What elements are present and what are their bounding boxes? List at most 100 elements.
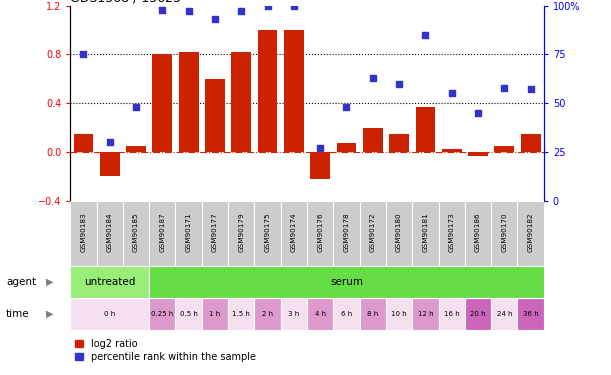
Text: GSM90181: GSM90181 [422, 212, 428, 252]
Text: GSM90176: GSM90176 [317, 212, 323, 252]
Bar [491, 298, 518, 330]
Bar [307, 201, 334, 266]
Point [394, 81, 404, 87]
Text: GSM90171: GSM90171 [186, 212, 192, 252]
Point [499, 84, 509, 90]
Bar [465, 298, 491, 330]
Bar [228, 298, 254, 330]
Bar [70, 201, 97, 266]
Bar [70, 266, 149, 298]
Text: 4 h: 4 h [315, 311, 326, 317]
Bar [280, 201, 307, 266]
Bar [73, 134, 93, 152]
Point [105, 139, 115, 145]
Text: ▶: ▶ [46, 277, 53, 287]
Bar [307, 298, 334, 330]
Bar [258, 30, 277, 152]
Point [315, 145, 325, 151]
Bar [412, 201, 439, 266]
Bar [254, 298, 280, 330]
Bar [205, 79, 225, 152]
Bar [175, 298, 202, 330]
Text: GSM90184: GSM90184 [107, 212, 112, 252]
Text: 20 h: 20 h [470, 311, 486, 317]
Bar [415, 107, 435, 152]
Bar [228, 201, 254, 266]
Text: 0.25 h: 0.25 h [151, 311, 174, 317]
Bar [202, 298, 228, 330]
Bar [254, 201, 280, 266]
Bar [360, 201, 386, 266]
Point [79, 51, 89, 57]
Bar [518, 201, 544, 266]
Text: 8 h: 8 h [367, 311, 378, 317]
Bar [439, 298, 465, 330]
Text: agent: agent [6, 277, 36, 287]
Text: GSM90175: GSM90175 [265, 212, 271, 252]
Text: ▶: ▶ [46, 309, 53, 319]
Text: GSM90187: GSM90187 [159, 212, 166, 252]
Text: GSM90183: GSM90183 [81, 212, 86, 252]
Bar [521, 134, 541, 152]
Text: time: time [6, 309, 30, 319]
Text: 3 h: 3 h [288, 311, 299, 317]
Text: 6 h: 6 h [341, 311, 352, 317]
Point [420, 32, 430, 38]
Text: 1 h: 1 h [210, 311, 221, 317]
Bar [149, 266, 544, 298]
Point [158, 6, 167, 12]
Bar [439, 201, 465, 266]
Point [263, 3, 273, 9]
Bar [97, 201, 123, 266]
Point [342, 104, 351, 110]
Text: 12 h: 12 h [417, 311, 433, 317]
Bar [149, 298, 175, 330]
Text: GSM90170: GSM90170 [502, 212, 507, 252]
Bar [412, 298, 439, 330]
Bar [232, 52, 251, 152]
Bar [70, 298, 149, 330]
Point [289, 3, 299, 9]
Text: GSM90173: GSM90173 [448, 212, 455, 252]
Bar [179, 52, 199, 152]
Bar [442, 149, 461, 152]
Point [525, 87, 535, 93]
Bar [153, 54, 172, 152]
Text: GSM90174: GSM90174 [291, 212, 297, 252]
Bar [363, 128, 382, 152]
Bar [334, 298, 360, 330]
Text: GDS1568 / 15623: GDS1568 / 15623 [70, 0, 181, 4]
Text: GSM90178: GSM90178 [343, 212, 349, 252]
Bar [386, 298, 412, 330]
Text: GSM90186: GSM90186 [475, 212, 481, 252]
Bar [337, 143, 356, 152]
Bar [126, 146, 146, 152]
Legend: log2 ratio, percentile rank within the sample: log2 ratio, percentile rank within the s… [75, 339, 255, 362]
Bar [465, 201, 491, 266]
Bar [360, 298, 386, 330]
Bar [280, 298, 307, 330]
Bar [175, 201, 202, 266]
Text: GSM90185: GSM90185 [133, 212, 139, 252]
Bar [334, 201, 360, 266]
Point [236, 9, 246, 15]
Text: serum: serum [330, 277, 363, 287]
Text: GSM90179: GSM90179 [238, 212, 244, 252]
Text: 36 h: 36 h [523, 311, 538, 317]
Text: 1.5 h: 1.5 h [232, 311, 250, 317]
Text: 0 h: 0 h [104, 311, 115, 317]
Point [447, 90, 456, 96]
Bar [491, 201, 518, 266]
Text: untreated: untreated [84, 277, 136, 287]
Bar [123, 201, 149, 266]
Bar [389, 134, 409, 152]
Text: GSM90172: GSM90172 [370, 212, 376, 252]
Text: GSM90180: GSM90180 [396, 212, 402, 252]
Point [473, 110, 483, 116]
Bar [468, 152, 488, 156]
Bar [100, 152, 120, 176]
Text: GSM90177: GSM90177 [212, 212, 218, 252]
Text: 16 h: 16 h [444, 311, 459, 317]
Bar [202, 201, 228, 266]
Bar [518, 298, 544, 330]
